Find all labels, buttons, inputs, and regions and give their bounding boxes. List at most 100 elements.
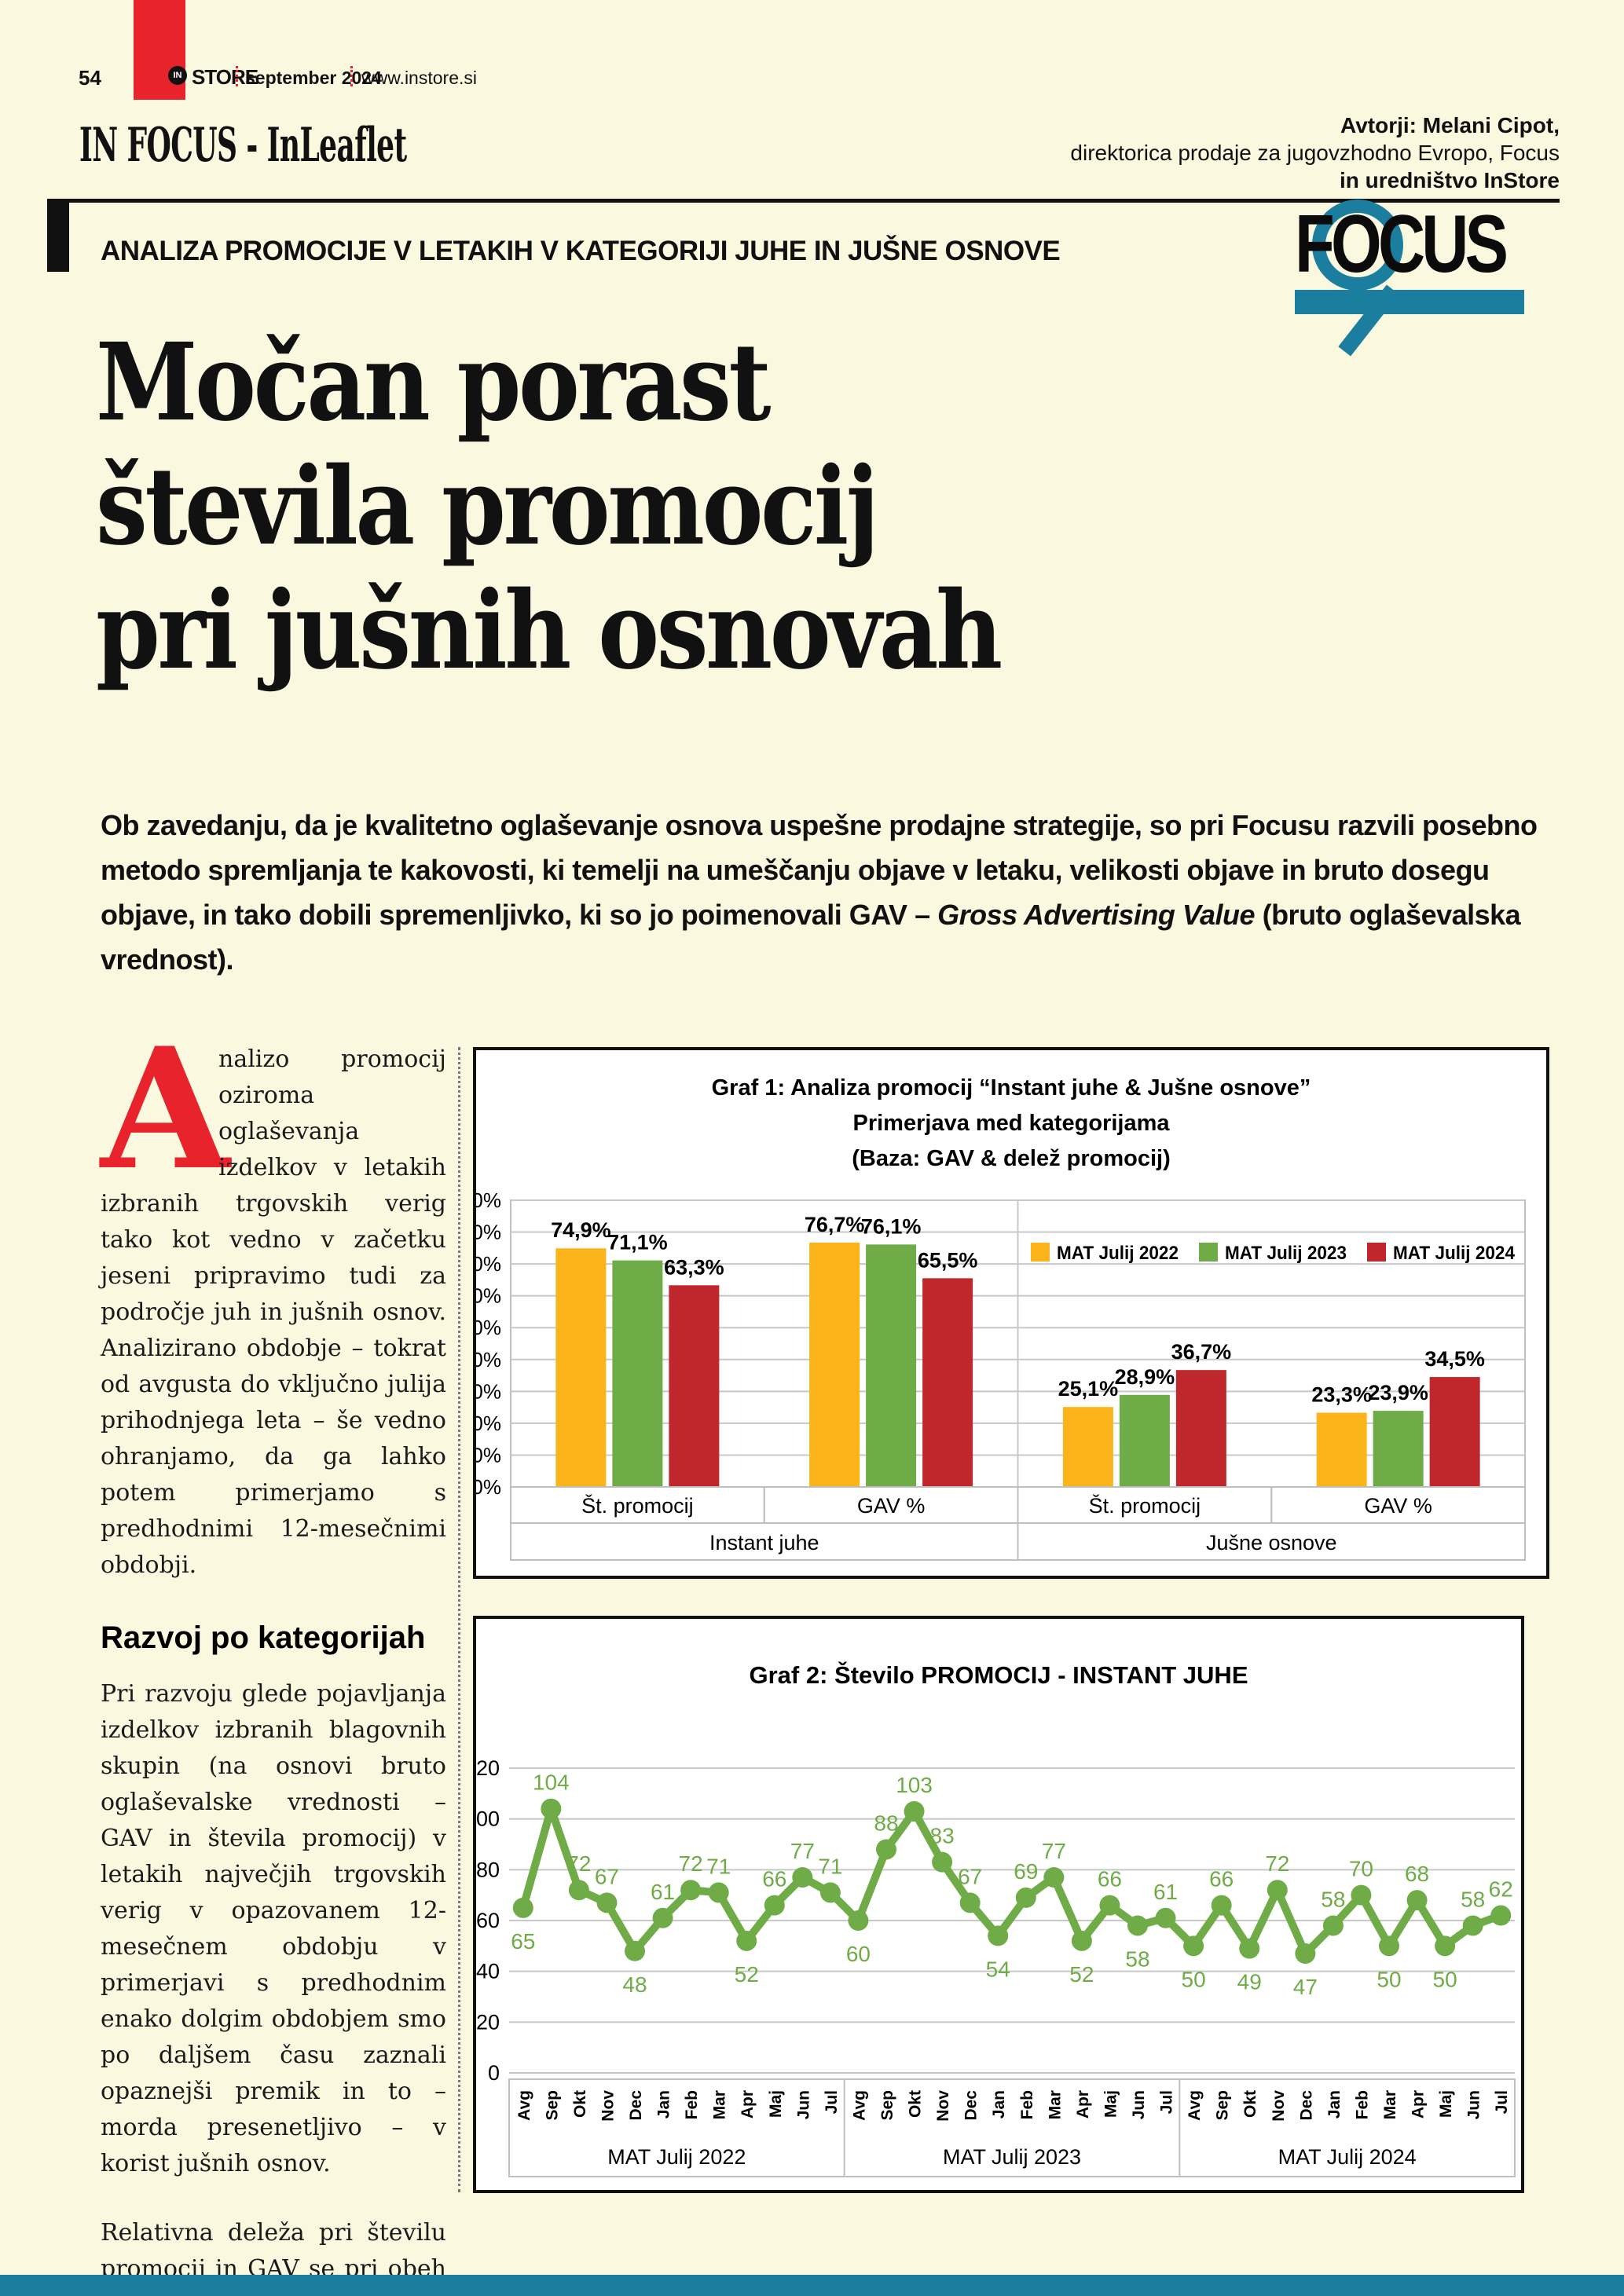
g2-point — [1462, 1915, 1483, 1936]
g2-point-label: 66 — [1098, 1867, 1122, 1891]
g2-point-label: 70 — [1349, 1857, 1373, 1881]
g1-bar-value-label: 28,9% — [1115, 1365, 1175, 1389]
g2-month-label: Jul — [1158, 2090, 1176, 2114]
intro-text: Ob zavedanju, da je kvalitetno oglaševan… — [101, 809, 1538, 931]
graf2-plot: 0204060801001206510472674861727152667771… — [464, 1756, 1516, 2177]
g2-point — [848, 1910, 869, 1931]
kicker-bar — [47, 201, 69, 272]
g2-point-label: 83 — [930, 1824, 955, 1848]
g2-ytick-label: 100 — [476, 1807, 500, 1831]
legend-swatch — [1031, 1243, 1050, 1262]
g1-bar — [612, 1260, 663, 1487]
g2-month-label: Mar — [1046, 2090, 1064, 2119]
authors-block: Avtorji: Melani Cipot, direktorica proda… — [1070, 112, 1560, 194]
g1-bar-value-label: 71,1% — [607, 1231, 668, 1254]
g2-point-label: 48 — [622, 1972, 647, 1997]
g2-point-label: 77 — [790, 1839, 815, 1863]
g2-month-label: Feb — [1018, 2090, 1036, 2119]
g2-point-label: 69 — [1014, 1859, 1038, 1884]
g1-bar-value-label: 76,1% — [861, 1214, 922, 1238]
g1-axis-group-cell — [1017, 1522, 1526, 1561]
g2-point — [792, 1867, 813, 1888]
g2-month-label: Jan — [990, 2090, 1008, 2118]
g2-point — [1127, 1915, 1148, 1936]
g2-month-label: Avg — [515, 2090, 533, 2121]
g1-cluster-label: Št. promocij — [581, 1493, 694, 1518]
g1-bar — [1429, 1377, 1480, 1487]
masthead-divider — [350, 66, 353, 86]
chart-graf2: Graf 2: Število PROMOCIJ - INSTANT JUHE … — [464, 1616, 1524, 2193]
g1-bar-value-label: 34,5% — [1424, 1347, 1485, 1371]
drop-cap: A — [101, 1011, 230, 1207]
g2-point-label: 52 — [735, 1962, 759, 1987]
masthead-divider — [236, 66, 238, 86]
g1-bar — [866, 1244, 917, 1487]
paragraph-2: Pri razvoju glede pojavljanja izdelkov i… — [101, 1680, 446, 2177]
g2-point-label: 72 — [1265, 1851, 1289, 1876]
g1-bar — [1175, 1370, 1226, 1487]
g2-point-label: 54 — [986, 1957, 1010, 1981]
g2-point-label: 71 — [818, 1854, 842, 1878]
graf1-title-line3: (Baza: GAV & delež promocij) — [852, 1146, 1171, 1171]
g2-point — [764, 1895, 785, 1916]
horizontal-rule — [47, 199, 1560, 203]
authors-line3: in uredništvo InStore — [1339, 168, 1560, 192]
subheading: Razvoj po kategorijah — [101, 1620, 426, 1655]
g2-group-label: MAT Julij 2022 — [607, 2145, 746, 2169]
legend-label: MAT Julij 2024 — [1393, 1243, 1516, 1264]
g2-month-label: Jul — [823, 2090, 841, 2114]
headline-line2: števila promocij — [96, 444, 879, 569]
focus-logo: FOCUS — [1295, 199, 1524, 357]
paragraph-1-text: nalizo promocij oziroma oglaševanja izde… — [101, 1045, 446, 1579]
g2-point — [708, 1882, 729, 1903]
g1-bar — [922, 1278, 973, 1487]
g2-point — [1183, 1935, 1204, 1957]
g1-bar-value-label: 76,7% — [805, 1213, 865, 1236]
g2-point — [1322, 1915, 1344, 1936]
headline-line3: pri jušnih osnovah — [96, 568, 1003, 694]
g2-point — [652, 1907, 673, 1928]
g1-bar-value-label: 23,9% — [1368, 1381, 1428, 1404]
g2-month-label: Feb — [1353, 2090, 1371, 2119]
g1-bar — [669, 1285, 720, 1487]
g2-month-label: Maj — [1437, 2090, 1455, 2118]
authors-line2: direktorica prodaje za jugovzhodno Evrop… — [1070, 141, 1560, 165]
g2-point-label: 50 — [1377, 1967, 1401, 1991]
g2-point — [1015, 1887, 1036, 1908]
g1-bar-value-label: 65,5% — [918, 1248, 978, 1272]
g2-point-label: 61 — [1153, 1880, 1178, 1904]
g2-ytick-label: 80 — [476, 1858, 500, 1881]
g2-ytick-label: 0 — [488, 2061, 500, 2085]
g2-axis-strip — [508, 2078, 1516, 2177]
g2-ytick-label: 20 — [476, 2010, 500, 2034]
g2-point-label: 104 — [533, 1771, 570, 1795]
g2-point-label: 50 — [1182, 1967, 1206, 1991]
g2-point-label: 66 — [1209, 1867, 1234, 1891]
g2-month-label: Jan — [1325, 2090, 1344, 2118]
g2-point — [736, 1930, 757, 1951]
g2-point — [988, 1925, 1009, 1946]
g2-point — [904, 1800, 925, 1822]
g2-point-label: 71 — [706, 1854, 731, 1878]
g2-point-label: 88 — [874, 1811, 898, 1835]
g1-group-label: Instant juhe — [709, 1531, 819, 1554]
website-url: www.instore.si — [361, 68, 477, 88]
g2-group-label: MAT Julij 2024 — [1278, 2145, 1417, 2169]
g2-month-label: Jun — [1465, 2090, 1483, 2119]
g2-point — [1351, 1884, 1372, 1906]
g1-ytick-label: 20% — [476, 1412, 501, 1435]
g2-month-label: Apr — [739, 2090, 757, 2118]
g2-point — [680, 1880, 702, 1901]
g1-bar-value-label: 63,3% — [664, 1255, 724, 1279]
g2-month-label: Okt — [571, 2090, 589, 2118]
g2-point-label: 67 — [958, 1864, 982, 1888]
g2-month-label: Sep — [543, 2090, 561, 2121]
g1-bar-value-label: 74,9% — [551, 1218, 611, 1242]
g1-ytick-label: 40% — [476, 1348, 501, 1371]
g1-bar-value-label: 23,3% — [1311, 1383, 1372, 1407]
g2-point — [1406, 1890, 1428, 1911]
intro-italic: Gross Advertising Value — [937, 899, 1256, 931]
